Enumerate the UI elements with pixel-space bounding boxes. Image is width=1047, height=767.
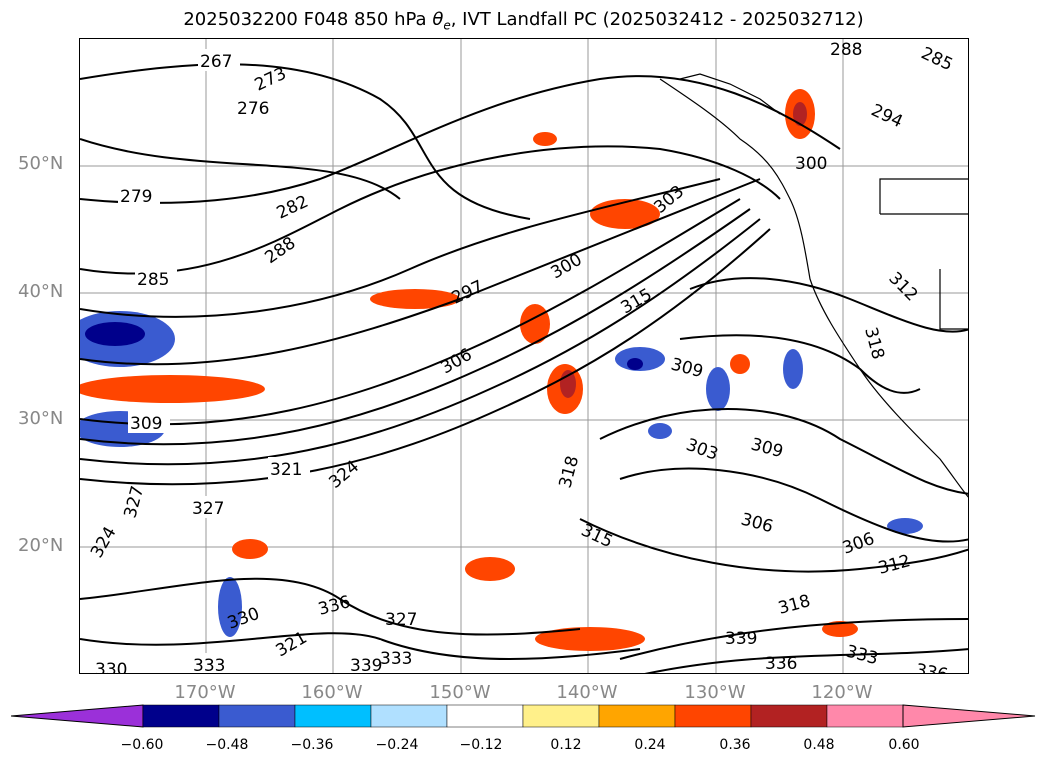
contour-label: 339 — [350, 656, 382, 674]
lat-label-40n: 40°N — [18, 281, 64, 302]
colorbar-tick-label: 0.48 — [803, 737, 835, 753]
contour-label: 306 — [739, 510, 776, 538]
colorbar-bins — [142, 704, 904, 728]
contour-label: 318 — [860, 325, 888, 362]
colorbar-bin — [522, 704, 600, 728]
contour-label: 300 — [795, 154, 827, 174]
contour-label: 309 — [669, 355, 706, 383]
contour-label: 306 — [840, 529, 877, 559]
colorbar-bin — [674, 704, 752, 728]
colorbar-tick-label: −0.24 — [375, 737, 419, 753]
contour-label: 321 — [273, 628, 311, 662]
contour-label: 288 — [830, 40, 862, 60]
contour-label-group: 267 273 276 279 282 288 285 288 285 294 … — [87, 40, 956, 674]
colorbar-bin — [370, 704, 448, 728]
contour-label: 312 — [884, 268, 921, 305]
contour-label: 285 — [918, 43, 956, 75]
contour-label: 276 — [237, 99, 269, 119]
colorbar-tick-label: 0.60 — [888, 737, 920, 753]
colorbar-bin — [294, 704, 372, 728]
contour-label: 336 — [914, 660, 949, 674]
map-canvas: 267 273 276 279 282 288 285 288 285 294 … — [80, 39, 968, 674]
colorbar-tick-label: −0.48 — [205, 737, 249, 753]
colorbar-over-extend — [902, 704, 1036, 728]
contour-label: 318 — [556, 454, 584, 491]
colorbar-bin — [750, 704, 828, 728]
contour-label: 309 — [749, 435, 786, 463]
lat-label-50n: 50°N — [18, 153, 64, 174]
colorbar — [11, 704, 1036, 728]
contour-label: 333 — [844, 642, 881, 670]
contour-label: 336 — [765, 654, 797, 674]
contour-label: 336 — [316, 592, 353, 620]
graticule — [80, 39, 968, 673]
colorbar-tick-label: 0.24 — [634, 737, 666, 753]
lon-label-160w: 160°W — [301, 682, 363, 703]
lat-label-30n: 30°N — [18, 408, 64, 429]
map-panel: 267 273 276 279 282 288 285 288 285 294 … — [79, 38, 969, 674]
contour-label: 324 — [87, 523, 121, 561]
contour-label: 303 — [683, 435, 720, 465]
contour-label: 288 — [261, 233, 299, 268]
contour-label: 339 — [725, 629, 757, 649]
colorbar-bin — [598, 704, 676, 728]
contour-label: 282 — [274, 192, 312, 224]
contour-label: 267 — [200, 52, 232, 72]
lat-label-20n: 20°N — [18, 535, 64, 556]
contour-label: 297 — [449, 277, 487, 309]
lon-label-170w: 170°W — [174, 682, 236, 703]
colorbar-bin — [142, 704, 220, 728]
colorbar-bin — [446, 704, 524, 728]
contour-label: 312 — [876, 551, 913, 579]
colorbar-tick-label: −0.12 — [459, 737, 503, 753]
colorbar-under-extend — [11, 704, 144, 728]
theta-e-contours — [80, 63, 968, 673]
contour-label: 324 — [325, 457, 363, 493]
contour-label: 318 — [776, 591, 813, 619]
colorbar-tick-label: 0.36 — [719, 737, 751, 753]
contour-label: 279 — [120, 187, 152, 207]
lon-label-120w: 120°W — [811, 682, 873, 703]
contour-label: 294 — [868, 100, 906, 132]
lon-label-140w: 140°W — [556, 682, 618, 703]
contour-label: 321 — [270, 460, 302, 480]
contour-label: 330 — [95, 660, 127, 674]
contour-label: 327 — [385, 610, 417, 630]
colorbar-bin — [218, 704, 296, 728]
lon-label-150w: 150°W — [429, 682, 491, 703]
contour-label: 300 — [548, 250, 586, 284]
colorbar-tick-label: −0.36 — [290, 737, 334, 753]
lon-label-130w: 130°W — [684, 682, 746, 703]
contour-label: 333 — [380, 649, 412, 669]
colorbar-bin — [826, 704, 904, 728]
contour-label: 285 — [137, 270, 169, 290]
contour-label: 309 — [130, 414, 162, 434]
colorbar-tick-label: −0.60 — [120, 737, 164, 753]
contour-label: 315 — [618, 285, 656, 319]
contour-label: 333 — [193, 656, 225, 674]
plot-title: 2025032200 F048 850 hPa θe, IVT Landfall… — [183, 9, 864, 33]
coastline — [659, 73, 968, 498]
contour-label: 327 — [192, 499, 224, 519]
colorbar-tick-label: 0.12 — [550, 737, 582, 753]
contour-label: 327 — [121, 484, 149, 521]
